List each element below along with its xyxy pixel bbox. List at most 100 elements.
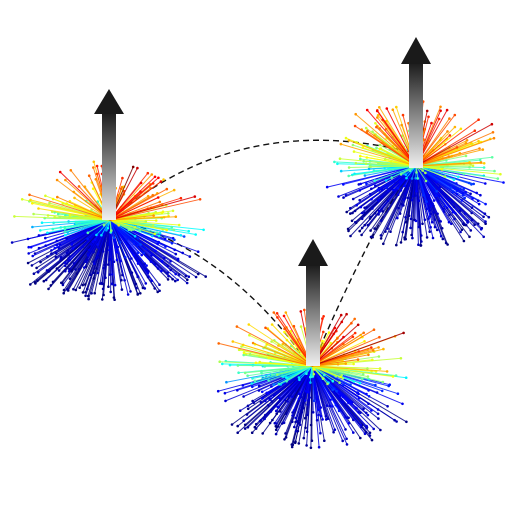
vector-tip: [354, 210, 357, 213]
vector-tip: [103, 267, 106, 270]
vector-tip: [370, 188, 373, 191]
vector-tip: [309, 381, 312, 384]
vector-tip: [440, 235, 443, 238]
vector-tip: [269, 422, 272, 425]
vector-tip: [93, 161, 96, 164]
vector-tip: [468, 182, 471, 185]
vector-tip: [478, 203, 481, 206]
vector-tip: [395, 374, 398, 377]
vector-tip: [152, 224, 155, 227]
vector-tip: [477, 118, 480, 121]
vector-tip: [236, 425, 239, 428]
vector-tip: [472, 165, 475, 168]
vector-tip: [224, 400, 227, 403]
vector-tip: [242, 395, 245, 398]
vector-tip: [298, 442, 301, 445]
vector-tip: [178, 224, 181, 227]
vector-tip: [111, 273, 114, 276]
vector-tip: [492, 131, 495, 134]
vector-tip: [52, 222, 55, 225]
vector-tip: [357, 392, 360, 395]
vector-tip: [462, 222, 465, 225]
vector-tip: [41, 221, 44, 224]
vector-tip: [46, 269, 49, 272]
vector-tip: [64, 228, 67, 231]
vector-tip: [351, 212, 354, 215]
vector-tip: [250, 382, 253, 385]
vector-tip: [225, 381, 228, 384]
vector-tip: [136, 167, 139, 170]
vector-tip: [89, 273, 92, 276]
vector-tip: [386, 186, 389, 189]
vector-tip: [420, 234, 423, 237]
vector-tip: [87, 254, 90, 257]
vector-tip: [457, 176, 460, 179]
vector-tip: [405, 173, 408, 176]
vector-tip: [418, 199, 421, 202]
vector-tip: [380, 234, 383, 237]
vector-tip: [397, 392, 400, 395]
vector-tip: [53, 247, 56, 250]
vector-tip: [273, 383, 276, 386]
vector-tip: [341, 440, 344, 443]
vector-tip: [221, 363, 224, 366]
vector-tip: [407, 197, 410, 200]
vector-tip: [395, 244, 398, 247]
vector-tip: [353, 318, 356, 321]
vector-tip: [151, 280, 154, 283]
vector-tip: [344, 428, 347, 431]
vector-tip: [186, 282, 189, 285]
vector-tip: [431, 221, 434, 224]
vector-tip: [348, 139, 351, 142]
vector-tip: [387, 385, 390, 388]
vector-tip: [275, 425, 278, 428]
vector-tip: [354, 125, 357, 128]
vector-tip: [335, 390, 338, 393]
vector-tip: [88, 174, 91, 177]
vector-tip: [167, 212, 170, 215]
vector-tip: [368, 395, 371, 398]
vector-tip: [60, 256, 63, 259]
vector-tip: [484, 220, 487, 223]
vector-tip: [44, 195, 47, 198]
vector-tip: [261, 391, 264, 394]
vector-tip: [137, 237, 140, 240]
vector-tip: [33, 272, 36, 275]
vector-tip: [354, 332, 357, 335]
vector-tip: [365, 127, 368, 130]
vector-tip: [426, 236, 429, 239]
vector-tip: [247, 426, 250, 429]
vector-tip: [97, 272, 100, 275]
vector-tip: [120, 187, 123, 190]
vector-tip: [261, 432, 264, 435]
vector-tip: [342, 183, 345, 186]
vector-tip: [461, 199, 464, 202]
vector-tip: [408, 214, 411, 217]
vector-tip: [295, 430, 298, 433]
vector-tip: [145, 264, 148, 267]
vector-tip: [237, 364, 240, 367]
vector-tip: [348, 422, 351, 425]
vector-tip: [409, 227, 412, 230]
vector-tip: [145, 248, 148, 251]
vector-tip: [92, 240, 95, 243]
vector-tip: [96, 243, 99, 246]
vector-tip: [369, 165, 372, 168]
vector-tip: [78, 268, 81, 271]
vector-tip: [382, 348, 385, 351]
vector-tip: [397, 193, 400, 196]
vector-tip: [331, 405, 334, 408]
vector-tip: [326, 186, 329, 189]
vector-tip: [454, 126, 457, 129]
vector-tip: [461, 229, 464, 232]
vector-tip: [439, 186, 442, 189]
vector-tip: [370, 198, 373, 201]
vector-tip: [331, 389, 334, 392]
vector-tip: [171, 226, 174, 229]
vector-tip: [322, 377, 325, 380]
vector-tip: [117, 224, 120, 227]
vector-tip: [392, 108, 395, 111]
vector-tip: [11, 241, 14, 244]
vector-tip: [452, 211, 455, 214]
vector-tip: [177, 259, 180, 262]
